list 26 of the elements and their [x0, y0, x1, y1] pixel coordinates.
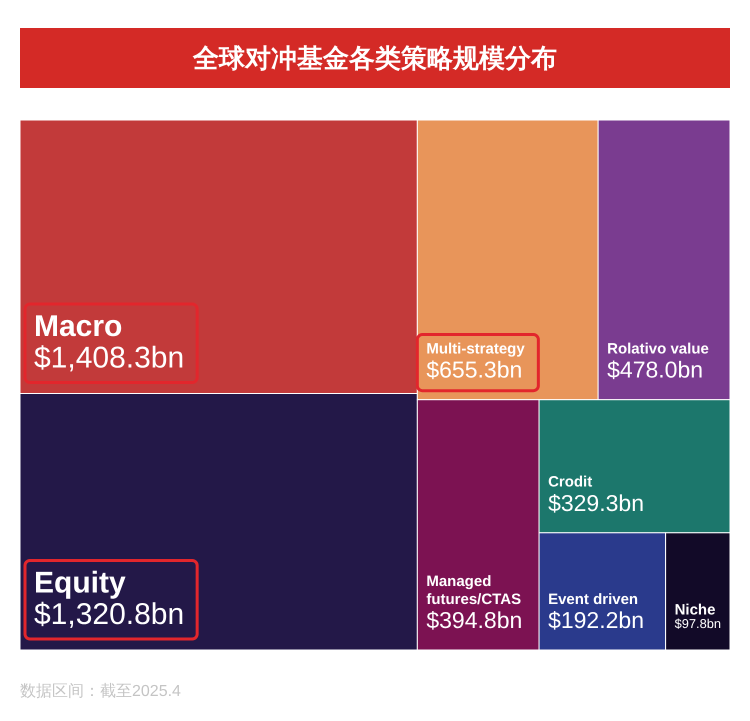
- node: Niche $97.8bn: [665, 532, 730, 650]
- text: 全球对冲基金各类策略规模分布: [192, 43, 557, 73]
- category-label: Rolativo value: [607, 340, 709, 358]
- category-label: Managed futures/CTAS: [426, 572, 522, 608]
- category-label: Niche: [674, 602, 716, 618]
- data-label: $192.2bn: [548, 607, 644, 633]
- category-label: Equity: [34, 566, 126, 600]
- node: Crodit $329.3bn: [538, 399, 730, 534]
- data-label: $394.8bn: [426, 607, 522, 633]
- data-label: $655.3bn: [426, 356, 522, 383]
- data-label: $478.0bn: [607, 356, 704, 383]
- node: Managed futures/CTAS $394.8bn: [416, 399, 540, 650]
- node: Equity $1,320.8bn: [20, 393, 418, 650]
- category-label: Macro: [34, 310, 122, 343]
- node: Event driven $192.2bn: [538, 532, 666, 650]
- data-label: $1,408.3bn: [34, 341, 184, 374]
- category-label: Crodit: [548, 474, 592, 491]
- data-label: $329.3bn: [548, 490, 644, 516]
- category-label: Event driven: [548, 590, 638, 608]
- node: Multi-strategy $655.3bn: [416, 120, 599, 400]
- data-label: $97.8bn: [674, 616, 722, 631]
- node: Rolativo value $478.0bn: [598, 120, 730, 400]
- category-label: Multi-strategy: [426, 340, 526, 358]
- data-label: $1,320.8bn: [34, 598, 184, 631]
- node: Macro $1,408.3bn: [20, 120, 418, 394]
- text: 数据区间：截至2025.4: [20, 682, 182, 700]
